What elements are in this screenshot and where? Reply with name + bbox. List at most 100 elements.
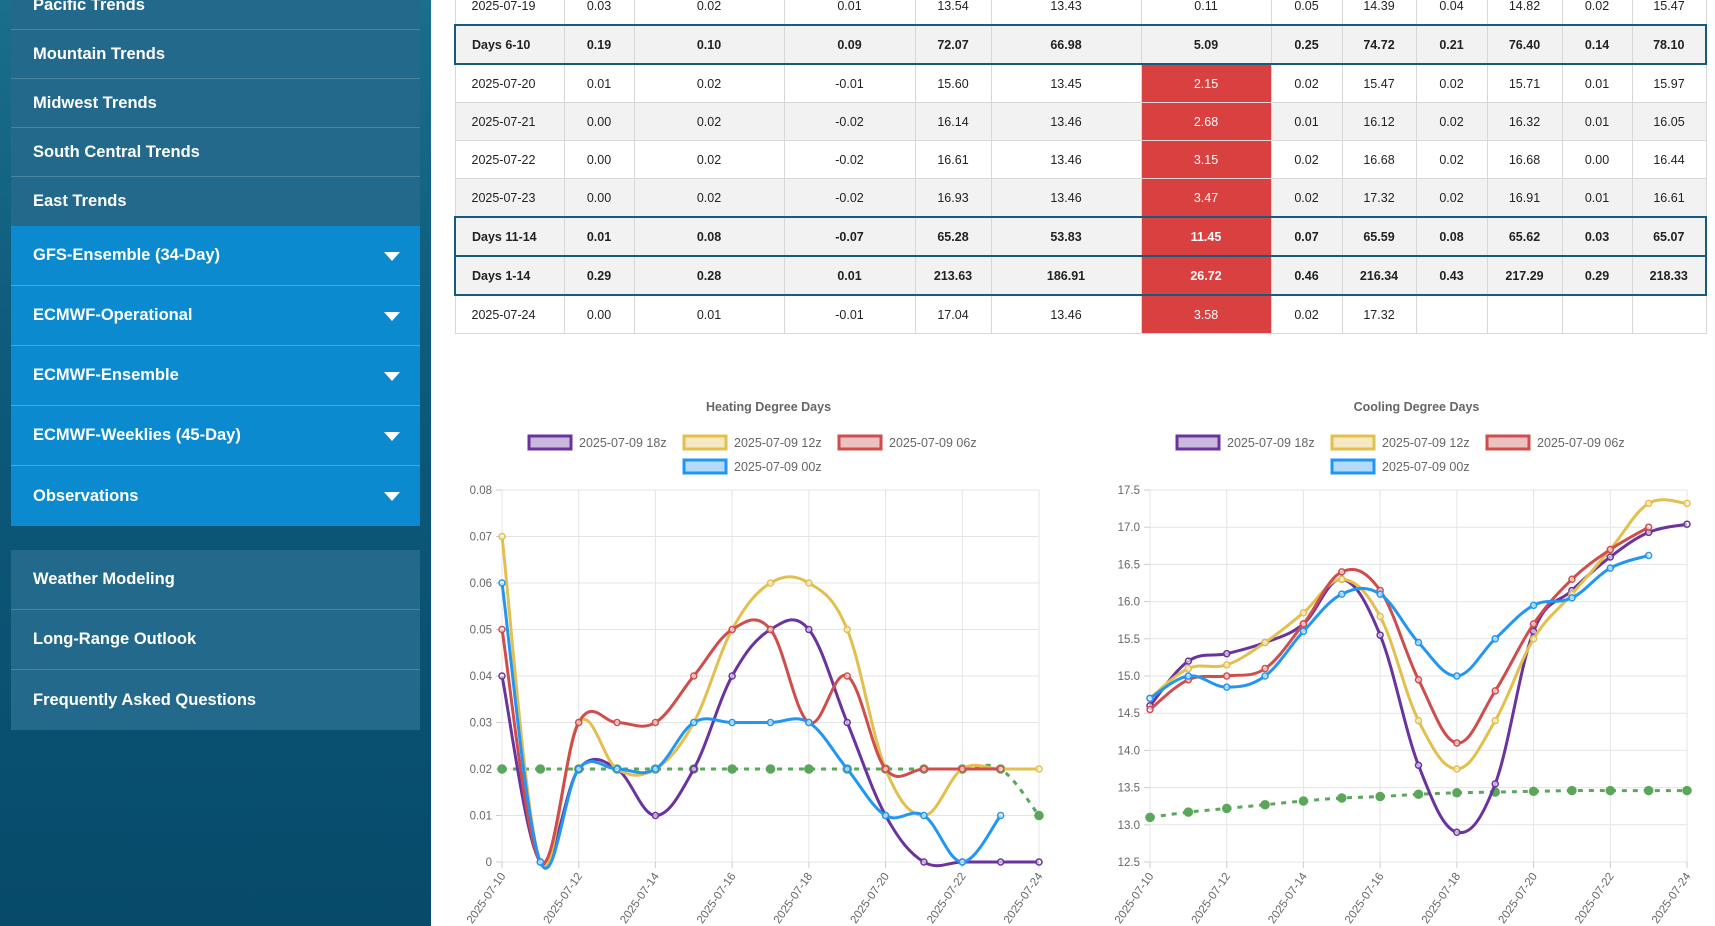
- y-tick-label: 0.08: [470, 485, 492, 497]
- table-cell: 15.97: [1631, 63, 1707, 103]
- data-point: [805, 718, 813, 727]
- data-point: [1337, 793, 1347, 803]
- table-cell: 0.10: [633, 24, 785, 65]
- table-cell: 0.09: [783, 24, 916, 65]
- sidebar-item-observations[interactable]: Observations: [11, 466, 420, 526]
- table-row-label: 2025-07-20: [454, 63, 565, 103]
- data-point: [728, 718, 736, 727]
- sidebar-item-south-central-trends[interactable]: South Central Trends: [11, 128, 420, 177]
- hdd-chart-svg: Heating Degree Days 2025-07-09 18z 2025-07…: [465, 400, 1046, 926]
- data-point: [1568, 594, 1576, 602]
- sidebar-item-pacific-trends[interactable]: Pacific Trends: [11, 0, 420, 30]
- sidebar-item-ecmwf-ensemble[interactable]: ECMWF-Ensemble: [11, 346, 420, 406]
- data-point: [1606, 553, 1615, 561]
- sidebar-item-mountain-trends[interactable]: Mountain Trends: [11, 30, 420, 79]
- table-cell: 213.63: [914, 255, 992, 296]
- sidebar-item-east-trends[interactable]: East Trends: [11, 177, 420, 226]
- data-point: [1453, 739, 1461, 747]
- sidebar-item-weather-modeling[interactable]: Weather Modeling: [11, 550, 420, 610]
- data-point: [1491, 716, 1499, 725]
- data-point: [498, 532, 506, 541]
- sidebar-item-label: Long-Range Outlook: [33, 630, 197, 648]
- legend-swatch: [682, 458, 728, 475]
- data-point: [1221, 803, 1232, 814]
- data-point: [613, 718, 621, 727]
- chart-title: Cooling Degree Days: [1354, 400, 1480, 414]
- data-point: [690, 672, 698, 680]
- data-point: [498, 625, 506, 634]
- legend-label: 2025-07-09 06z: [1537, 436, 1625, 450]
- sidebar-item-label: South Central Trends: [33, 142, 200, 161]
- table-cell: 14.39: [1341, 0, 1417, 26]
- table-cell: 216.34: [1341, 255, 1417, 296]
- data-point: [766, 625, 775, 634]
- sidebar-item-gfs-ensemble[interactable]: GFS-Ensemble (34-Day): [11, 226, 420, 286]
- table-cell: 65.59: [1341, 216, 1417, 257]
- data-point: [574, 718, 583, 727]
- data-point: [1338, 575, 1346, 584]
- sidebar-item-midwest-trends[interactable]: Midwest Trends: [11, 79, 420, 128]
- caret-down-icon[interactable]: [384, 251, 400, 261]
- x-tick-label: 2025-07-12: [542, 871, 586, 926]
- legend-label: 2025-07-09 12z: [1382, 436, 1470, 450]
- sidebar-item-ecmwf-weeklies[interactable]: ECMWF-Weeklies (45-Day): [11, 406, 420, 466]
- sidebar-item-faq[interactable]: Frequently Asked Questions: [11, 670, 420, 730]
- table-cell: 16.61: [914, 140, 992, 179]
- table-cell: 0.02: [1415, 140, 1488, 179]
- caret-down-icon[interactable]: [384, 311, 400, 321]
- series-line: [1149, 525, 1650, 745]
- table-cell: 0.04: [1415, 0, 1488, 26]
- table-cell: 76.40: [1486, 24, 1563, 65]
- table-cell: 0.01: [1561, 178, 1633, 218]
- y-tick-label: 0.02: [470, 764, 492, 776]
- table-cell: 218.33: [1631, 255, 1707, 296]
- table-cell: 0.14: [1561, 24, 1633, 65]
- data-point: [651, 718, 660, 727]
- caret-down-icon[interactable]: [384, 492, 400, 501]
- data-point: [881, 811, 890, 820]
- data-point: [1146, 694, 1154, 703]
- table-cell: 0.02: [633, 102, 785, 141]
- data-point: [1453, 672, 1461, 680]
- x-tick-label: 2025-07-20: [1496, 871, 1540, 926]
- table-cell: 0.00: [563, 102, 635, 141]
- data-point: [1034, 810, 1044, 821]
- data-point: [1222, 672, 1231, 680]
- caret-down-icon[interactable]: [384, 371, 400, 381]
- caret-down-icon[interactable]: [384, 431, 400, 441]
- data-point: [728, 672, 736, 680]
- series-line: [1149, 789, 1687, 819]
- x-tick-label: 2025-07-16: [695, 871, 739, 926]
- x-tick-label: 2025-07-22: [925, 871, 969, 926]
- data-point: [1683, 499, 1691, 508]
- series-line: [1149, 498, 1688, 771]
- table-cell: 13.54: [914, 0, 992, 26]
- data-point: [1453, 828, 1461, 836]
- table-cell: 2.15: [1140, 63, 1272, 103]
- table-cell: 13.46: [990, 178, 1142, 218]
- table-cell: 26.72: [1140, 255, 1272, 296]
- x-tick-label: 2025-07-14: [1266, 870, 1310, 926]
- data-point: [1299, 620, 1308, 628]
- y-tick-label: 13.0: [1118, 820, 1140, 832]
- data-point: [536, 858, 545, 866]
- data-point: [728, 625, 736, 634]
- table-row-label: Days 1-14: [454, 255, 565, 296]
- sidebar-item-long-range-outlook[interactable]: Long-Range Outlook: [11, 610, 420, 670]
- table-cell: 72.07: [914, 24, 992, 65]
- sidebar-item-ecmwf-operational[interactable]: ECMWF-Operational: [11, 286, 420, 346]
- table-row: 2025-07-22 0.00 0.02 -0.02 16.61 13.46 3.15 0.0…: [454, 140, 1707, 179]
- table-cell: -0.02: [783, 178, 916, 218]
- table-cell: 16.32: [1486, 102, 1563, 141]
- data-point: [1644, 499, 1653, 508]
- table-cell: 78.10: [1631, 24, 1707, 65]
- y-tick-label: 15.0: [1118, 671, 1140, 683]
- table-cell: 0.01: [1270, 102, 1343, 141]
- legend-label: 2025-07-09 00z: [734, 460, 822, 474]
- info-menu: Weather Modeling Long-Range Outlook Freq…: [11, 550, 420, 730]
- table-cell: 65.62: [1486, 216, 1563, 257]
- table-cell: 217.29: [1486, 255, 1563, 296]
- table-cell: 17.32: [1341, 178, 1417, 218]
- data-point: [1375, 791, 1385, 802]
- table-row: 2025-07-21 0.00 0.02 -0.02 16.14 13.46 2.68 0.0…: [454, 102, 1707, 141]
